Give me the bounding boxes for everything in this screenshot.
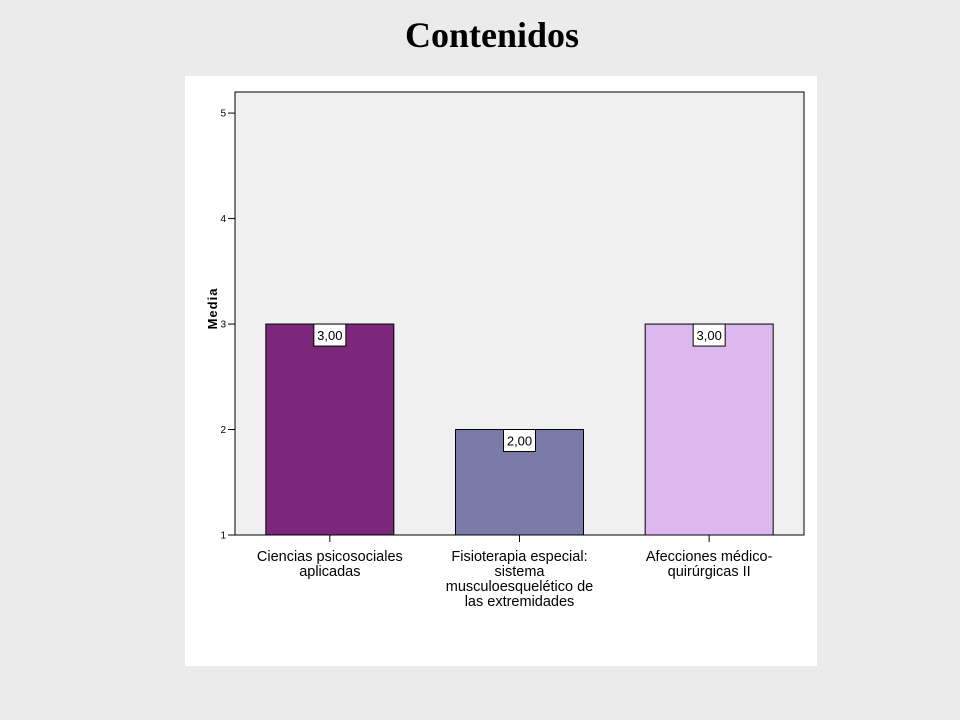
- x-tick-label: las extremidades: [465, 594, 575, 610]
- page-title: Contenidos: [404, 15, 580, 55]
- data-label: 2,00: [507, 434, 532, 449]
- x-tick-label: quirúrgicas II: [668, 564, 751, 580]
- x-tick-label: Fisioterapia especial:: [451, 549, 587, 565]
- y-tick-label: 4: [220, 214, 226, 225]
- y-tick-label: 1: [220, 531, 226, 542]
- x-tick-label: sistema: [495, 564, 546, 580]
- bar: [644, 323, 774, 536]
- y-tick-label: 5: [220, 109, 226, 120]
- data-label-box: [503, 429, 536, 453]
- y-axis: 1 2 3 4 5: [220, 109, 235, 542]
- data-label-box: [692, 323, 726, 347]
- data-label: 3,00: [317, 328, 342, 343]
- y-axis-title: Media: [205, 288, 220, 330]
- y-tick-label: 3: [220, 320, 226, 331]
- x-tick-label: aplicadas: [299, 564, 360, 580]
- data-label-box: [313, 323, 347, 347]
- x-tick-label: Afecciones médico-: [646, 549, 773, 565]
- data-label: 3,00: [697, 328, 722, 343]
- x-tick-label: musculoesquelético de: [446, 579, 594, 595]
- bar: [265, 323, 395, 536]
- bar-chart: 1 2 3 4 5 3,00 2,00 3,00 Ciencias psicosociale…: [205, 91, 805, 610]
- chart-panel: 1 2 3 4 5 3,00 2,00 3,00 Ciencias psicosociale…: [185, 76, 817, 666]
- x-tick-label: Ciencias psicosociales: [257, 549, 403, 565]
- bars: 3,00 2,00 3,00: [265, 323, 774, 536]
- y-tick-label: 2: [220, 425, 226, 436]
